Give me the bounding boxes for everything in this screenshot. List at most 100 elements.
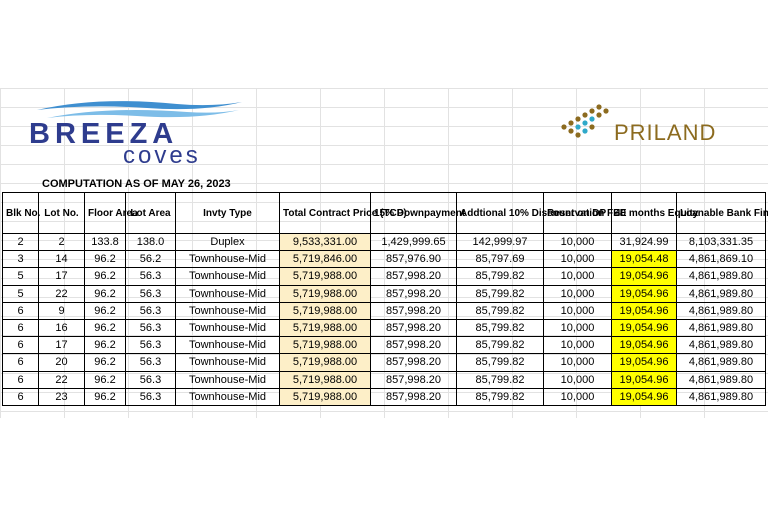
cell-lot: 22 (38, 284, 85, 303)
cell-equity: 19,054.96 (611, 318, 677, 338)
cell-blk: 5 (2, 284, 39, 303)
cell-type: Townhouse-Mid (175, 250, 280, 269)
cell-floor: 96.2 (84, 284, 126, 303)
cell-floor: 96.2 (84, 336, 126, 355)
cell-disc: 85,799.82 (456, 267, 544, 286)
cell-type: Townhouse-Mid (175, 370, 280, 389)
cell-lot: 20 (38, 353, 85, 372)
cell-floor: 96.2 (84, 250, 126, 269)
cell-floor: 96.2 (84, 353, 126, 372)
table-row: 5 17 96.2 56.3 Townhouse-Mid 5,719,988.00 857,… (2, 267, 766, 286)
cell-floor: 96.2 (84, 318, 126, 338)
cell-lot: 2 (38, 232, 85, 252)
header-lot: Lot No. (38, 192, 85, 234)
cell-disc: 85,799.82 (456, 336, 544, 355)
logo-priland-text: PRILAND (614, 120, 716, 145)
cell-blk: 6 (2, 353, 39, 372)
cell-floor: 133.8 (84, 232, 126, 252)
cell-loan: 4,861,989.80 (676, 284, 766, 303)
cell-equity: 19,054.96 (611, 353, 677, 372)
cell-equity: 19,054.48 (611, 250, 677, 269)
cell-lot: 9 (38, 301, 85, 320)
cell-tcp: 5,719,988.00 (279, 318, 371, 338)
cell-fee: 10,000 (543, 387, 612, 406)
cell-fee: 10,000 (543, 370, 612, 389)
cell-tcp: 5,719,988.00 (279, 387, 371, 406)
cell-lot: 16 (38, 318, 85, 338)
table-row: 2 2 133.8 138.0 Duplex 9,533,331.00 1,429,999.… (2, 232, 766, 252)
cell-type: Townhouse-Mid (175, 267, 280, 286)
cell-type: Townhouse-Mid (175, 318, 280, 338)
cell-floor: 96.2 (84, 301, 126, 320)
cell-type: Townhouse-Mid (175, 336, 280, 355)
cell-disc: 142,999.97 (456, 232, 544, 252)
cell-lotarea: 56.3 (125, 267, 176, 286)
cell-blk: 5 (2, 267, 39, 286)
header-blk: Blk No. (2, 192, 40, 234)
cell-blk: 6 (2, 336, 39, 355)
cell-dp: 1,429,999.65 (370, 232, 457, 252)
header-lot-area: Lot Area (125, 192, 176, 234)
cell-loan: 4,861,989.80 (676, 336, 766, 355)
cell-dp: 857,998.20 (370, 301, 457, 320)
cell-equity: 19,054.96 (611, 336, 677, 355)
cell-blk: 3 (2, 250, 39, 269)
cell-blk: 6 (2, 387, 39, 406)
cell-lotarea: 56.3 (125, 353, 176, 372)
cell-dp: 857,998.20 (370, 387, 457, 406)
cell-loan: 4,861,989.80 (676, 387, 766, 406)
cell-type: Townhouse-Mid (175, 284, 280, 303)
cell-dp: 857,998.20 (370, 318, 457, 338)
cell-dp: 857,998.20 (370, 336, 457, 355)
cell-type: Townhouse-Mid (175, 353, 280, 372)
cell-tcp: 5,719,988.00 (279, 370, 371, 389)
logo-breeza-text: BREEZA (29, 118, 178, 150)
cell-fee: 10,000 (543, 353, 612, 372)
breeza-coves-logo: BREEZA coves (29, 101, 242, 166)
cell-disc: 85,799.82 (456, 284, 544, 303)
cell-fee: 10,000 (543, 267, 612, 286)
table-row: 6 16 96.2 56.3 Townhouse-Mid 5,719,988.00 857,… (2, 318, 766, 338)
cell-lot: 23 (38, 387, 85, 406)
cell-equity: 19,054.96 (611, 370, 677, 389)
cell-tcp: 5,719,988.00 (279, 353, 371, 372)
cell-fee: 10,000 (543, 336, 612, 355)
cell-lot: 14 (38, 250, 85, 269)
logo-wave-2 (47, 110, 239, 118)
cell-floor: 96.2 (84, 267, 126, 286)
cell-blk: 2 (2, 232, 39, 252)
header-downpayment: 15% Downpayment (370, 192, 465, 234)
cell-lotarea: 138.0 (125, 232, 176, 252)
cell-type: Townhouse-Mid (175, 387, 280, 406)
cell-lot: 22 (38, 370, 85, 389)
priland-logo: PRILAND (561, 104, 716, 145)
cell-disc: 85,799.82 (456, 353, 544, 372)
cell-type: Duplex (175, 232, 280, 252)
cell-dp: 857,998.20 (370, 353, 457, 372)
cell-loan: 4,861,989.80 (676, 353, 766, 372)
header-tcp: Total Contract Price (TCP) (279, 192, 407, 234)
cell-fee: 10,000 (543, 318, 612, 338)
header-invty-type: Invty Type (175, 192, 280, 234)
cell-tcp: 5,719,988.00 (279, 301, 371, 320)
cell-tcp: 5,719,846.00 (279, 250, 371, 269)
table-row: 6 20 96.2 56.3 Townhouse-Mid 5,719,988.00 857,… (2, 353, 766, 372)
cell-equity: 19,054.96 (611, 301, 677, 320)
computation-title: COMPUTATION AS OF MAY 26, 2023 (42, 178, 231, 190)
cell-blk: 6 (2, 370, 39, 389)
cell-blk: 6 (2, 318, 39, 338)
cell-lotarea: 56.2 (125, 250, 176, 269)
cell-disc: 85,797.69 (456, 250, 544, 269)
header-loanable: Loanable Bank Finaicing 85% (676, 192, 768, 234)
cell-loan: 8,103,331.35 (676, 232, 766, 252)
cell-equity: 19,054.96 (611, 284, 677, 303)
cell-fee: 10,000 (543, 232, 612, 252)
header-reservation-fee: Reservation FEE (543, 192, 626, 234)
cell-disc: 85,799.82 (456, 370, 544, 389)
cell-tcp: 5,719,988.00 (279, 284, 371, 303)
cell-lot: 17 (38, 336, 85, 355)
cell-fee: 10,000 (543, 301, 612, 320)
cell-floor: 96.2 (84, 387, 126, 406)
cell-type: Townhouse-Mid (175, 301, 280, 320)
header-floor-area: Floor Area (84, 192, 138, 234)
